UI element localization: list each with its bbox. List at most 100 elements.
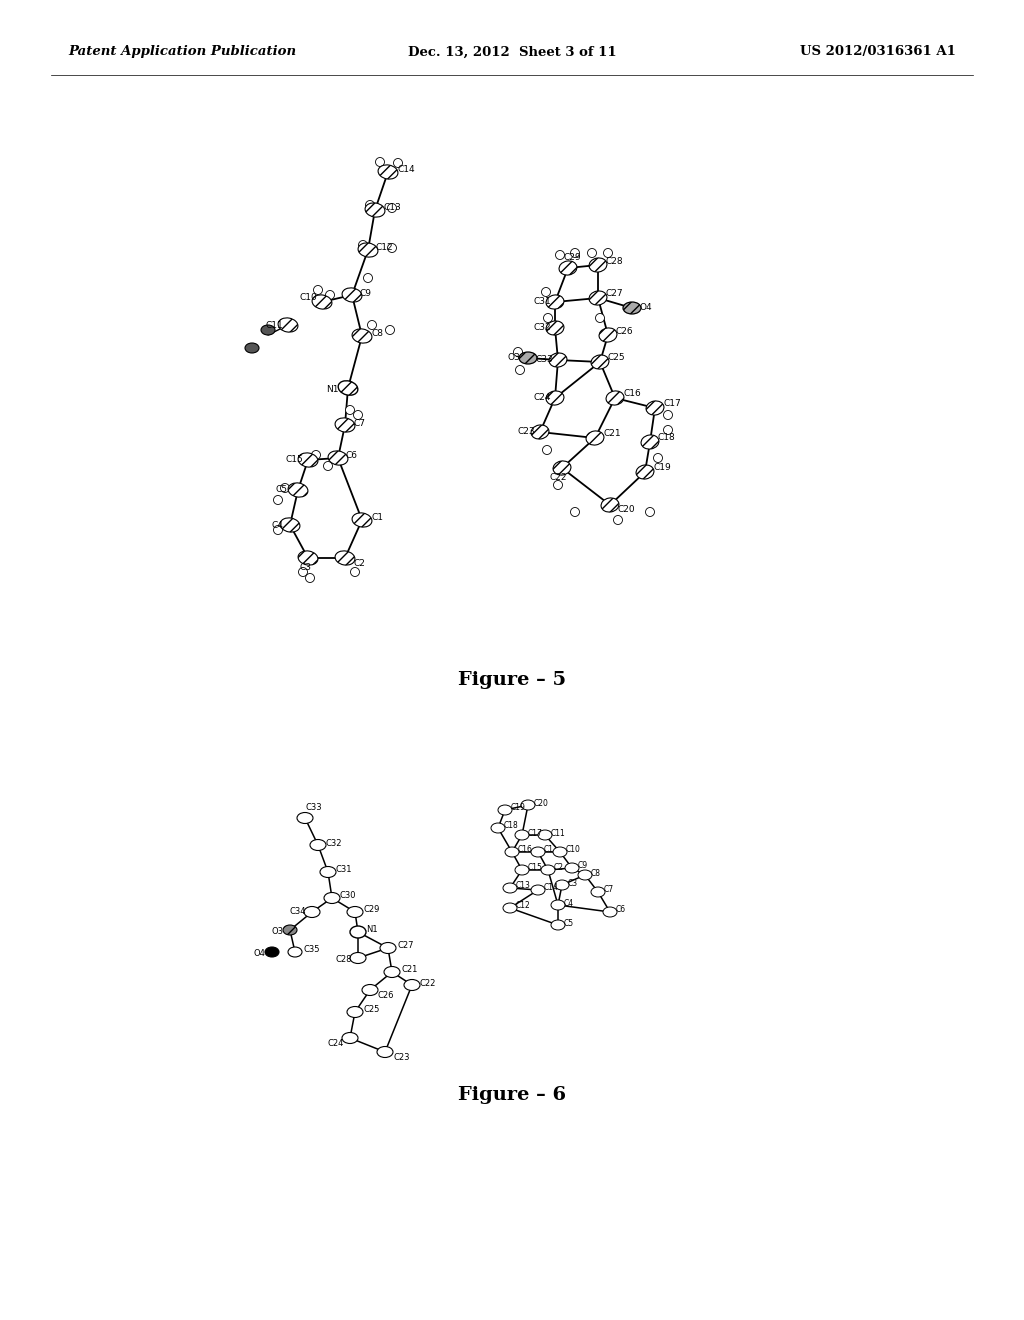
- Text: Figure – 5: Figure – 5: [458, 671, 566, 689]
- Circle shape: [570, 248, 580, 257]
- Ellipse shape: [312, 294, 332, 309]
- Circle shape: [664, 411, 673, 420]
- Text: C10: C10: [566, 846, 581, 854]
- Text: C12: C12: [516, 902, 530, 911]
- Text: C19: C19: [511, 804, 526, 813]
- Circle shape: [555, 251, 564, 260]
- Ellipse shape: [541, 865, 555, 875]
- Circle shape: [324, 462, 333, 470]
- Ellipse shape: [549, 352, 567, 367]
- Text: C31: C31: [534, 297, 551, 306]
- Circle shape: [387, 243, 396, 252]
- Text: O4: O4: [640, 304, 652, 313]
- Text: O4: O4: [254, 949, 266, 958]
- Circle shape: [311, 450, 321, 459]
- Ellipse shape: [310, 840, 326, 850]
- Ellipse shape: [297, 813, 313, 824]
- Text: Figure – 6: Figure – 6: [458, 1086, 566, 1104]
- Text: C8: C8: [372, 330, 384, 338]
- Circle shape: [513, 347, 522, 356]
- Ellipse shape: [380, 942, 396, 953]
- Circle shape: [305, 573, 314, 582]
- Text: C25: C25: [608, 354, 626, 363]
- Ellipse shape: [553, 461, 571, 475]
- Text: C32: C32: [534, 323, 551, 333]
- Circle shape: [393, 158, 402, 168]
- Ellipse shape: [298, 453, 317, 467]
- Ellipse shape: [347, 907, 362, 917]
- Circle shape: [273, 525, 283, 535]
- Text: O3: O3: [272, 928, 284, 936]
- Text: C7: C7: [604, 886, 614, 895]
- Circle shape: [345, 405, 354, 414]
- Text: C17: C17: [663, 400, 681, 408]
- Ellipse shape: [589, 257, 607, 272]
- Text: C1: C1: [544, 846, 554, 854]
- Text: C30: C30: [340, 891, 356, 900]
- Ellipse shape: [505, 847, 519, 857]
- Ellipse shape: [378, 165, 398, 180]
- Circle shape: [313, 285, 323, 294]
- Circle shape: [664, 425, 673, 434]
- Text: C3: C3: [568, 879, 579, 887]
- Text: C2: C2: [554, 863, 564, 873]
- Ellipse shape: [646, 401, 664, 414]
- Text: C19: C19: [653, 463, 671, 473]
- Ellipse shape: [288, 483, 308, 498]
- Text: C18: C18: [504, 821, 519, 830]
- Text: C33: C33: [536, 355, 554, 364]
- Ellipse shape: [531, 425, 549, 440]
- Circle shape: [358, 240, 368, 249]
- Circle shape: [376, 157, 384, 166]
- Text: C23: C23: [393, 1052, 410, 1061]
- Ellipse shape: [555, 880, 569, 890]
- Ellipse shape: [623, 302, 641, 314]
- Circle shape: [603, 248, 612, 257]
- Ellipse shape: [551, 920, 565, 931]
- Ellipse shape: [589, 290, 607, 305]
- Text: C20: C20: [618, 506, 636, 515]
- Ellipse shape: [498, 805, 512, 814]
- Ellipse shape: [490, 822, 505, 833]
- Text: C27: C27: [606, 289, 624, 298]
- Text: C6: C6: [346, 451, 358, 461]
- Text: N1: N1: [366, 925, 378, 935]
- Circle shape: [570, 507, 580, 516]
- Ellipse shape: [319, 866, 336, 878]
- Circle shape: [385, 326, 394, 334]
- Text: C7: C7: [353, 418, 365, 428]
- Ellipse shape: [265, 946, 279, 957]
- Text: C6: C6: [616, 906, 626, 915]
- Circle shape: [368, 321, 377, 330]
- Ellipse shape: [521, 800, 535, 810]
- Circle shape: [613, 516, 623, 524]
- Ellipse shape: [503, 903, 517, 913]
- Ellipse shape: [531, 847, 545, 857]
- Text: C29: C29: [563, 253, 581, 263]
- Ellipse shape: [384, 966, 400, 978]
- Ellipse shape: [350, 927, 366, 939]
- Ellipse shape: [350, 953, 366, 964]
- Text: C2: C2: [353, 558, 365, 568]
- Text: C34: C34: [290, 908, 306, 916]
- Ellipse shape: [538, 830, 552, 840]
- Text: C16: C16: [518, 846, 532, 854]
- Circle shape: [350, 568, 359, 577]
- Ellipse shape: [599, 327, 616, 342]
- Text: Dec. 13, 2012  Sheet 3 of 11: Dec. 13, 2012 Sheet 3 of 11: [408, 45, 616, 58]
- Text: C24: C24: [328, 1039, 344, 1048]
- Ellipse shape: [304, 907, 319, 917]
- Text: C26: C26: [378, 990, 394, 999]
- Text: C17: C17: [528, 829, 543, 837]
- Ellipse shape: [503, 883, 517, 894]
- Ellipse shape: [546, 391, 564, 405]
- Text: C15: C15: [286, 455, 304, 465]
- Ellipse shape: [261, 325, 275, 335]
- Text: C22: C22: [550, 474, 567, 483]
- Circle shape: [515, 366, 524, 375]
- Circle shape: [299, 568, 307, 577]
- Circle shape: [588, 248, 597, 257]
- Circle shape: [596, 314, 604, 322]
- Circle shape: [273, 495, 283, 504]
- Ellipse shape: [335, 418, 355, 432]
